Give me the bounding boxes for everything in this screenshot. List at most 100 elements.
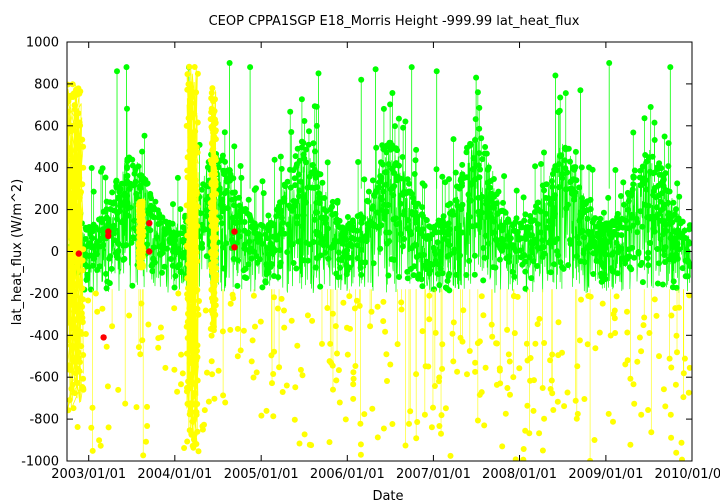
green-point	[650, 225, 657, 232]
green-point	[386, 238, 393, 245]
green-point	[511, 244, 517, 251]
green-point	[123, 242, 130, 249]
green-point	[459, 229, 466, 236]
green-point	[625, 246, 632, 253]
yellow-point	[407, 408, 414, 415]
green-point	[621, 201, 628, 208]
green-point	[242, 265, 249, 272]
yellow-point	[187, 252, 194, 259]
green-point	[273, 236, 280, 243]
green-point	[467, 142, 474, 149]
green-point	[354, 227, 361, 234]
yellow-point	[178, 351, 185, 358]
green-point	[242, 206, 249, 212]
y-tick-label: 600	[34, 119, 59, 134]
yellow-point	[502, 410, 509, 417]
yellow-point	[94, 308, 101, 315]
yellow-point	[640, 322, 647, 329]
x-tick-label: 2006/01/01	[310, 467, 385, 482]
green-point	[602, 251, 609, 258]
green-point	[673, 206, 679, 213]
yellow-point	[193, 182, 200, 189]
yellow-point	[564, 389, 571, 396]
yellow-point	[137, 253, 144, 260]
green-point	[234, 282, 241, 289]
yellow-point	[190, 436, 197, 443]
green-point	[386, 229, 393, 236]
y-tick-label: -1000	[21, 455, 59, 470]
green-point	[220, 265, 227, 272]
yellow-point	[555, 319, 562, 326]
yellow-point	[69, 279, 76, 286]
green-point	[509, 222, 516, 229]
yellow-point	[389, 421, 396, 427]
green-point	[278, 226, 285, 233]
green-point	[416, 271, 422, 278]
yellow-point	[184, 291, 191, 298]
yellow-point	[187, 347, 194, 354]
yellow-point	[436, 423, 443, 429]
yellow-point	[361, 411, 368, 418]
green-point	[679, 265, 686, 272]
yellow-point	[109, 323, 116, 330]
yellow-point	[186, 63, 193, 70]
yellow-point	[186, 298, 193, 304]
yellow-point	[67, 362, 72, 369]
green-point	[481, 150, 488, 157]
green-point	[496, 256, 503, 263]
green-point	[325, 255, 332, 262]
green-point	[273, 206, 280, 213]
green-point	[103, 270, 109, 277]
green-point	[670, 199, 677, 206]
yellow-point	[67, 192, 71, 199]
green-point	[177, 252, 184, 259]
yellow-point	[554, 398, 561, 405]
green-point	[647, 240, 654, 246]
yellow-point	[204, 369, 210, 376]
yellow-point	[144, 403, 150, 410]
yellow-point	[189, 379, 196, 386]
green-point	[476, 125, 483, 132]
green-point	[453, 271, 459, 278]
yellow-point	[178, 381, 184, 388]
green-point	[572, 164, 579, 171]
yellow-point	[212, 311, 219, 318]
yellow-point	[472, 359, 479, 366]
yellow-point	[183, 350, 190, 357]
green-point	[484, 166, 491, 173]
green-point	[598, 273, 605, 280]
yellow-point	[115, 386, 122, 393]
green-point	[419, 204, 426, 211]
yellow-point	[99, 305, 106, 312]
yellow-point	[507, 391, 513, 398]
yellow-point	[641, 314, 648, 321]
yellow-point	[351, 305, 358, 312]
yellow-point	[190, 296, 197, 303]
yellow-point	[276, 364, 283, 371]
yellow-point	[274, 305, 281, 312]
green-point	[490, 201, 497, 208]
yellow-point	[605, 410, 612, 417]
yellow-point	[187, 408, 194, 415]
green-point	[174, 264, 181, 271]
green-point	[298, 96, 305, 103]
green-point	[567, 237, 573, 243]
green-point	[312, 264, 319, 271]
yellow-point	[194, 377, 201, 384]
yellow-point	[596, 329, 603, 336]
yellow-point	[574, 363, 581, 370]
green-point	[100, 230, 107, 237]
yellow-point	[414, 419, 421, 425]
green-point	[619, 224, 626, 231]
yellow-point	[524, 402, 531, 409]
green-point	[293, 265, 300, 272]
green-point	[684, 273, 691, 280]
green-point	[88, 286, 94, 293]
yellow-point	[143, 438, 149, 445]
yellow-point	[190, 444, 197, 451]
green-point	[631, 254, 638, 261]
yellow-point	[185, 310, 191, 317]
yellow-point	[627, 441, 634, 448]
green-point	[319, 238, 326, 245]
yellow-point	[202, 307, 209, 314]
